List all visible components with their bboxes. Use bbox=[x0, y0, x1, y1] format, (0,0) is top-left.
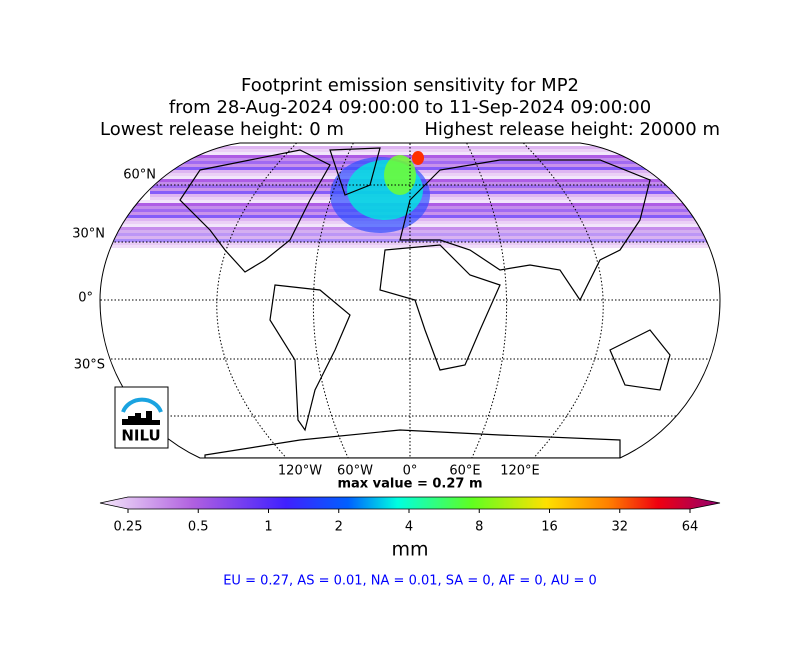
footprint-core bbox=[384, 155, 416, 195]
footprint-core bbox=[412, 151, 424, 165]
footprint-band bbox=[150, 161, 720, 164]
coastline bbox=[204, 429, 621, 458]
colorbar-tick-label: 2 bbox=[335, 520, 343, 535]
footprint-band bbox=[110, 242, 720, 245]
colorbar-tick-label: 4 bbox=[405, 520, 413, 535]
lat-label: 30°N bbox=[72, 227, 105, 242]
footprint-band bbox=[150, 158, 720, 161]
footprint-band bbox=[150, 146, 720, 149]
footprint-band bbox=[150, 152, 720, 155]
colorbar-tick-label: 1 bbox=[264, 520, 272, 535]
footprint-band bbox=[150, 191, 720, 194]
footprint-band bbox=[150, 170, 720, 173]
colorbar bbox=[99, 496, 721, 510]
footprint-band bbox=[150, 185, 720, 188]
footprint-band bbox=[150, 167, 720, 170]
footprint-band bbox=[150, 155, 720, 158]
footprint-band bbox=[110, 230, 720, 233]
footprint-band bbox=[110, 227, 720, 230]
coastline bbox=[179, 149, 331, 273]
footprint-band bbox=[110, 245, 720, 248]
lon-label: 60°W bbox=[337, 464, 373, 479]
colorbar-tick-label: 16 bbox=[541, 520, 558, 535]
highest-release: Highest release height: 20000 m bbox=[424, 119, 720, 140]
coastline bbox=[329, 147, 381, 196]
region-summary: EU = 0.27, AS = 0.01, NA = 0.01, SA = 0,… bbox=[223, 574, 597, 589]
logo: NILU bbox=[114, 386, 169, 449]
logo-text: NILU bbox=[121, 427, 160, 445]
lon-label: 60°E bbox=[449, 464, 480, 479]
footprint-band bbox=[150, 194, 720, 197]
footprint-band bbox=[150, 188, 720, 191]
colorbar-tick-label: 0.25 bbox=[114, 520, 143, 535]
coastline bbox=[269, 284, 351, 432]
footprint-band bbox=[150, 182, 720, 185]
colorbar-label: mm bbox=[391, 539, 428, 561]
footprint-band bbox=[150, 164, 720, 167]
footprint-band bbox=[150, 197, 720, 200]
colorbar-tick-label: 8 bbox=[475, 520, 483, 535]
footprint-band bbox=[150, 179, 720, 182]
lat-label: 30°S bbox=[74, 358, 105, 373]
lat-label: 60°N bbox=[123, 168, 156, 183]
footprint-band bbox=[110, 236, 720, 239]
coastline bbox=[609, 329, 671, 391]
lat-label: 0° bbox=[78, 291, 93, 306]
footprint-band bbox=[110, 221, 720, 224]
map-outline bbox=[99, 142, 721, 459]
footprint-band bbox=[110, 233, 720, 236]
lon-label: 120°W bbox=[278, 464, 322, 479]
footprint-band bbox=[150, 176, 720, 179]
footprint-band bbox=[110, 224, 720, 227]
title: Footprint emission sensitivity for MP2 bbox=[241, 75, 579, 96]
lon-label: 0° bbox=[403, 464, 418, 479]
coastline bbox=[399, 159, 651, 302]
max-value: max value = 0.27 m bbox=[337, 477, 482, 492]
colorbar-tick-label: 32 bbox=[611, 520, 628, 535]
colorbar-tick-label: 0.5 bbox=[188, 520, 209, 535]
map bbox=[100, 143, 720, 458]
colorbar-tick-label: 64 bbox=[682, 520, 699, 535]
lowest-release: Lowest release height: 0 m bbox=[100, 119, 344, 140]
coastline bbox=[379, 244, 501, 371]
footprint-band bbox=[150, 149, 720, 152]
footprint-band bbox=[150, 173, 720, 176]
lon-label: 120°E bbox=[500, 464, 540, 479]
period: from 28-Aug-2024 09:00:00 to 11-Sep-2024… bbox=[169, 97, 651, 118]
